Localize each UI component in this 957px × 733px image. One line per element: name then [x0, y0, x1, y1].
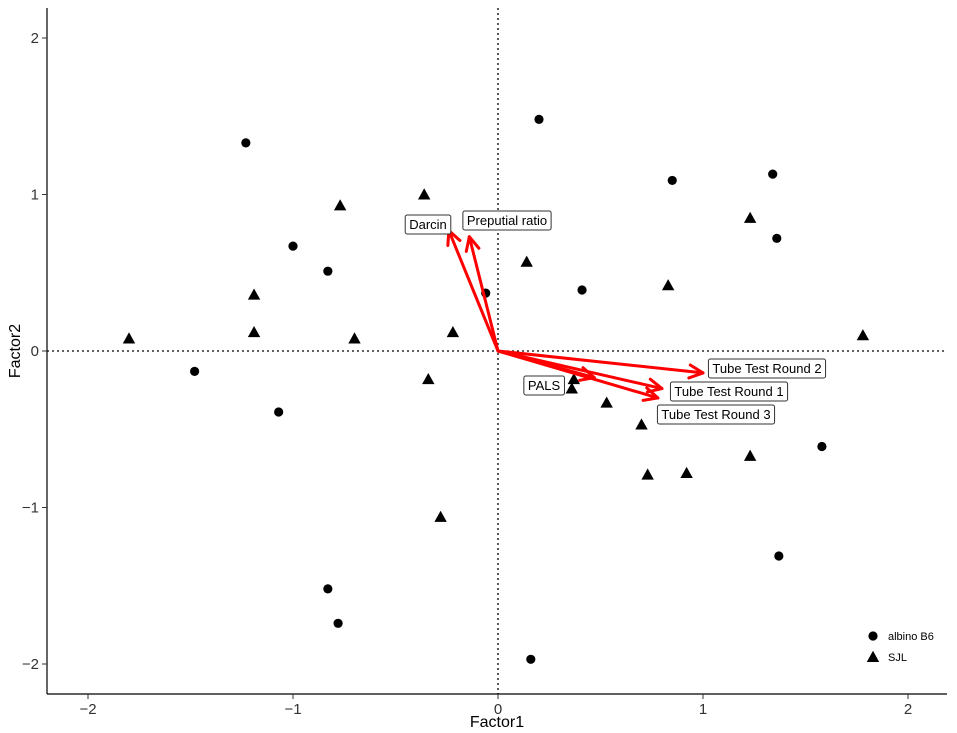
vector-label-box	[656, 404, 776, 425]
albino-b6-point	[190, 366, 200, 376]
x-tick-label: 1	[699, 701, 707, 718]
loading-arrow-shaft	[496, 349, 660, 400]
loading-arrow-head	[687, 363, 705, 380]
sjl-point	[446, 326, 460, 338]
vector-labels: Darcin Preputial ratio PALS Tube Test Round…	[404, 210, 827, 425]
albino-b6-point	[526, 654, 536, 664]
vector-label: Tube Test Round 1	[669, 381, 789, 402]
loading-arrow-head	[641, 386, 660, 402]
albino-b6-point	[667, 175, 677, 186]
vector-label-text: Tube Test Round 3	[661, 407, 770, 422]
albino-b6-point	[772, 233, 782, 243]
albino-b6-point	[774, 551, 784, 561]
sjl-point	[600, 396, 613, 408]
sjl-point	[247, 288, 261, 300]
vector-label-text: PALS	[528, 378, 561, 393]
sjl-point	[418, 188, 431, 200]
albino-b6-point	[768, 169, 778, 179]
vector-label-box	[462, 210, 552, 231]
sjl-point	[856, 329, 870, 341]
vector-label-text: Preputial ratio	[467, 213, 547, 228]
sjl-point	[565, 382, 578, 394]
sjl-point	[567, 372, 581, 385]
vector-label-text: Darcin	[409, 217, 447, 232]
data-points	[122, 114, 870, 664]
x-tick-label: −2	[79, 701, 96, 718]
albino-b6-point	[577, 285, 587, 295]
albino-b6-point	[288, 241, 298, 251]
albino-b6-point	[333, 618, 343, 628]
y-tick-label: 2	[31, 30, 39, 47]
vector-label: Preputial ratio	[462, 210, 552, 231]
x-tick-label: 2	[904, 701, 912, 718]
vector-label: Tube Test Round 2	[707, 358, 827, 379]
x-tick-label: 0	[494, 701, 502, 718]
legend: albino B6 SJL	[866, 631, 934, 664]
loading-arrow-shaft	[496, 349, 705, 375]
loading-vectors	[446, 228, 705, 402]
vector-label-text: Tube Test Round 2	[712, 361, 821, 376]
vector-label: PALS	[523, 375, 565, 396]
axes: −2 −1 0 1 2 −2 −1 0 1 2	[22, 8, 947, 718]
sjl-point	[422, 372, 435, 385]
x-tick-label: −1	[284, 701, 301, 718]
sjl-point	[743, 211, 757, 223]
legend-label: SJL	[888, 652, 907, 664]
sjl-point	[641, 468, 654, 480]
vector-label-text: Tube Test Round 1	[674, 384, 783, 399]
vector-label-box	[523, 375, 565, 396]
loading-arrow-head	[645, 377, 664, 394]
albino-b6-point	[817, 441, 827, 452]
sjl-point	[635, 418, 648, 430]
y-tick-label: −2	[22, 656, 39, 673]
y-axis-title: Factor2	[7, 324, 24, 378]
vector-label-box	[404, 214, 452, 235]
sjl-point	[247, 326, 261, 338]
albino-b6-point	[534, 114, 544, 124]
loading-arrow-shaft	[496, 349, 664, 391]
y-tick-label: −1	[22, 500, 39, 517]
legend-label: albino B6	[888, 631, 934, 643]
sjl-point	[122, 332, 136, 344]
vector-label: Darcin	[404, 214, 452, 235]
sjl-point	[434, 510, 447, 522]
legend-circle-icon	[868, 631, 878, 641]
loading-arrow-shaft	[447, 228, 500, 353]
sjl-point	[743, 449, 757, 461]
sjl-point	[661, 279, 675, 291]
albino-b6-point	[323, 584, 333, 594]
y-tick-label: 0	[31, 343, 39, 360]
albino-b6-point	[274, 407, 284, 417]
y-tick-label: 1	[31, 187, 39, 204]
sjl-point	[333, 199, 347, 211]
vector-label: Tube Test Round 3	[656, 404, 776, 425]
loading-arrow-head	[464, 235, 481, 253]
sjl-point	[348, 332, 361, 344]
vector-label-box	[707, 358, 827, 379]
legend-triangle-icon	[866, 650, 880, 662]
albino-b6-point	[241, 138, 251, 148]
sjl-point	[680, 466, 693, 479]
loading-arrow-shaft	[467, 235, 500, 353]
sjl-point	[520, 255, 533, 267]
vector-label-box	[669, 381, 789, 402]
albino-b6-point	[323, 266, 333, 276]
x-axis-title: Factor1	[470, 714, 524, 731]
